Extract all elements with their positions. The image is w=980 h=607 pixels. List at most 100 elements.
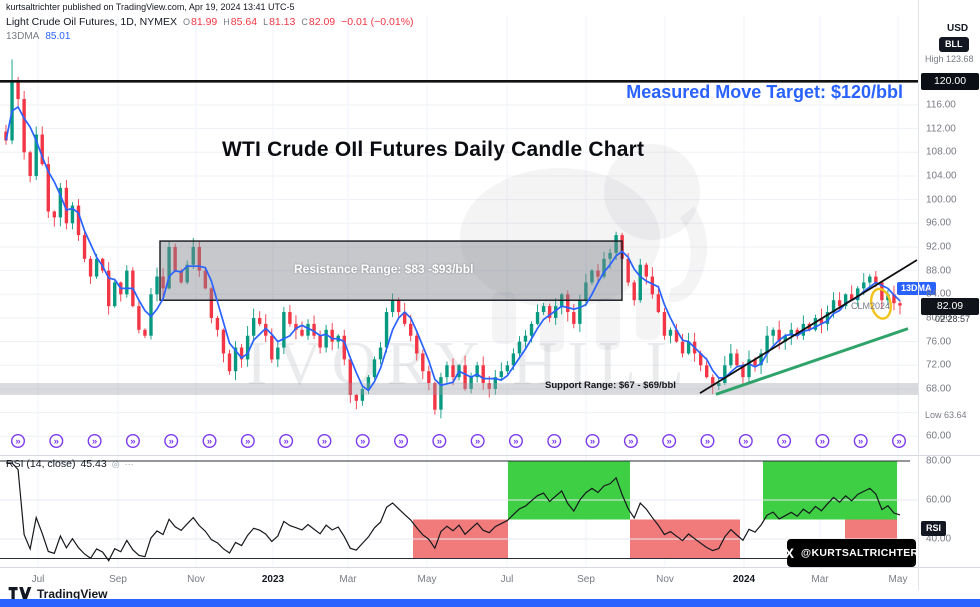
ma-label: 13DMA — [6, 31, 40, 42]
price-tick-label: 104.00 — [926, 170, 957, 182]
time-axis-label[interactable]: May — [417, 574, 437, 585]
symbol-name[interactable]: Light Crude Oil Futures, 1D, NYMEX — [6, 16, 177, 28]
fast-forward-marker-icon[interactable] — [432, 434, 447, 449]
ma-indicator-row[interactable]: 13DMA 85.01 — [6, 31, 70, 42]
svg-text:»: » — [820, 436, 825, 447]
fast-forward-marker-icon[interactable] — [279, 434, 294, 449]
fast-forward-marker-icon[interactable] — [777, 434, 792, 449]
time-axis[interactable]: Jul Sep Nov 2023 Mar May Jul Sep Nov 2024 Mar May — [0, 568, 918, 590]
svg-text:»: » — [590, 436, 595, 447]
rsi-value: 45.43 — [80, 458, 107, 470]
pullback-highlight-ellipse[interactable] — [869, 287, 894, 320]
time-axis-label[interactable]: 2023 — [261, 574, 285, 585]
svg-text:»: » — [360, 436, 365, 447]
fast-forward-marker-icon[interactable] — [815, 434, 830, 449]
fast-forward-marker-icon[interactable] — [87, 434, 102, 449]
symbol-info-bar[interactable]: Light Crude Oil Futures, 1D, NYMEX O81.9… — [6, 16, 414, 28]
fast-forward-marker-icon[interactable] — [470, 434, 485, 449]
fast-forward-marker-icon[interactable] — [10, 434, 26, 449]
tradingview-footer[interactable]: TradingView — [8, 587, 107, 601]
fast-forward-marker-icon[interactable] — [164, 434, 179, 449]
time-axis-label[interactable]: Mar — [339, 574, 357, 585]
svg-text:»: » — [398, 436, 403, 447]
ma-value: 85.01 — [45, 31, 71, 42]
rsi-scale-badge: RSI — [921, 521, 947, 536]
ohlc-high: H85.64 — [223, 16, 258, 28]
resistance-range-label: Resistance Range: $83 -$93/bbl — [294, 262, 474, 276]
price-tick-label: 72.00 — [926, 359, 952, 371]
rsi-indicator-row[interactable]: RSI (14, close) 45.43 ◎ ··· — [6, 458, 134, 470]
fast-forward-marker-icon[interactable] — [240, 434, 255, 449]
price-tick-label: 60.00 — [926, 430, 952, 442]
svg-text:»: » — [705, 436, 710, 447]
x-logo-icon: X — [784, 545, 794, 561]
ma-13dma-line[interactable] — [5, 105, 901, 392]
rsi-line[interactable] — [6, 462, 901, 562]
svg-text:»: » — [513, 436, 518, 447]
candles — [4, 59, 902, 419]
fast-forward-marker-icon[interactable] — [623, 434, 638, 449]
svg-text:»: » — [552, 436, 557, 447]
price-tick-label: 108.00 — [926, 146, 957, 158]
ma-line-badge[interactable]: 13DMA — [897, 282, 936, 295]
time-axis-label[interactable]: May — [888, 574, 908, 585]
svg-text:»: » — [130, 436, 135, 447]
fast-forward-marker-icon[interactable] — [853, 434, 868, 449]
price-tick-label: 96.00 — [926, 217, 952, 229]
rsi-overbought-zone — [508, 461, 630, 520]
svg-text:»: » — [667, 436, 672, 447]
fast-forward-marker-icon[interactable] — [202, 434, 217, 449]
support-band[interactable] — [0, 383, 918, 395]
more-options-icon[interactable]: ··· — [124, 459, 134, 469]
currency-label[interactable]: USD — [947, 23, 969, 34]
fast-forward-marker-icon[interactable] — [317, 434, 332, 449]
marker-row: » » » » » » » » » » » » » » » » » » » » » » » » — [10, 434, 907, 449]
low-price-label: Low 63.64 — [925, 410, 967, 420]
price-tick-label: 68.00 — [926, 383, 952, 395]
fast-forward-marker-icon[interactable] — [662, 434, 677, 449]
fast-forward-marker-icon[interactable] — [508, 434, 523, 449]
unit-badge[interactable]: BLL — [939, 37, 969, 52]
price-tick-label: 80.00 — [926, 312, 952, 324]
eye-icon[interactable]: ◎ — [111, 458, 120, 469]
time-axis-label[interactable]: Nov — [656, 574, 674, 585]
time-axis-label[interactable]: Jul — [500, 574, 514, 585]
svg-text:»: » — [322, 436, 327, 447]
fast-forward-marker-icon[interactable] — [585, 434, 600, 449]
chart-title: WTI Crude OIl Futures Daily Candle Chart — [222, 138, 645, 161]
candle-countdown: 02:28:57 — [935, 314, 971, 324]
fast-forward-marker-icon[interactable] — [49, 434, 64, 449]
price-tick-label: 88.00 — [926, 265, 952, 277]
rsi-overbought-zone — [763, 461, 897, 520]
time-axis-label[interactable]: Sep — [577, 574, 595, 585]
fast-forward-marker-icon[interactable] — [700, 434, 715, 449]
bottom-accent-bar — [0, 599, 980, 607]
price-axis[interactable]: USD BLL High 123.68 120.00 116.00 112.00 1… — [918, 0, 980, 590]
fast-forward-marker-icon[interactable] — [738, 434, 753, 449]
social-handle-badge[interactable]: X @KURTSALTRICHTER — [784, 539, 918, 567]
svg-text:»: » — [245, 436, 250, 447]
svg-text:»: » — [628, 436, 633, 447]
time-axis-label[interactable]: Jul — [31, 574, 45, 585]
ohlc-open: O81.99 — [182, 16, 218, 28]
high-price-label: High 123.68 — [925, 54, 974, 64]
support-trendline-green[interactable] — [715, 327, 909, 396]
svg-text:»: » — [781, 436, 786, 447]
time-axis-label[interactable]: Mar — [811, 574, 829, 585]
time-axis-label[interactable]: Sep — [109, 574, 127, 585]
fast-forward-marker-icon[interactable] — [547, 434, 562, 449]
rising-trendline[interactable] — [699, 259, 918, 394]
ohlc-low: L81.13 — [263, 16, 296, 28]
fast-forward-marker-icon[interactable] — [892, 434, 907, 449]
resistance-box[interactable] — [159, 240, 623, 301]
ohlc-close: C82.09 — [301, 16, 336, 28]
svg-text:»: » — [896, 436, 901, 447]
contract-label: CLM2024 — [851, 301, 891, 311]
rsi-tick-label: 40.00 — [926, 533, 952, 545]
svg-text:»: » — [475, 436, 480, 447]
fast-forward-marker-icon[interactable] — [125, 434, 140, 449]
time-axis-label[interactable]: 2024 — [732, 574, 756, 585]
fast-forward-marker-icon[interactable] — [394, 434, 409, 449]
fast-forward-marker-icon[interactable] — [355, 434, 370, 449]
time-axis-label[interactable]: Nov — [187, 574, 205, 585]
